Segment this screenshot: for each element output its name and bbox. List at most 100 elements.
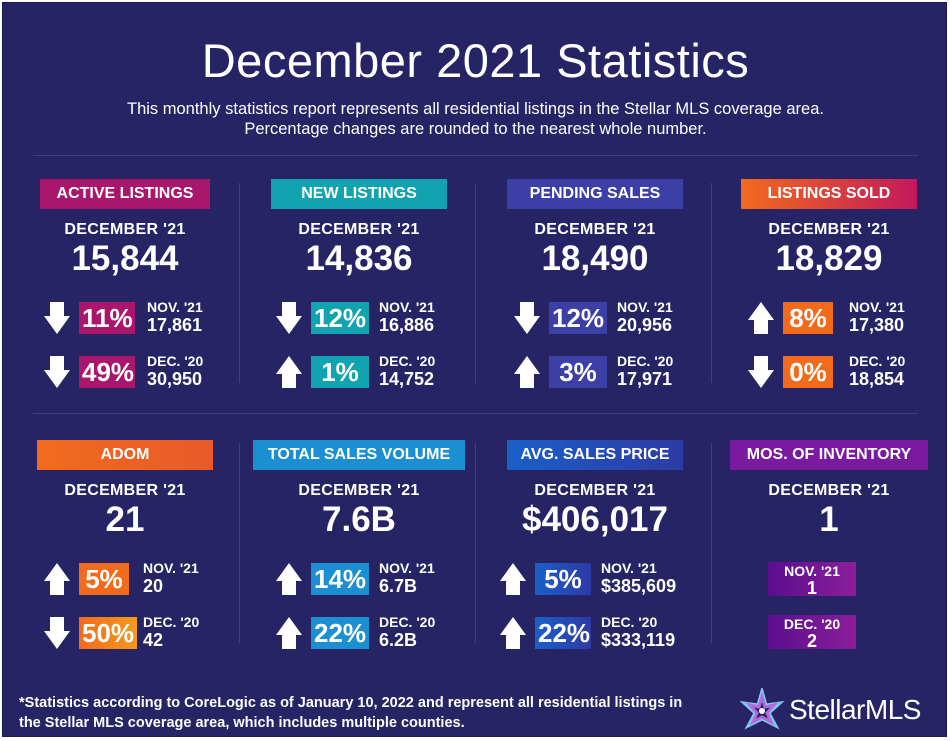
comparison-row: 50% DEC. '20 42	[7, 614, 243, 650]
arrow-up-icon	[44, 563, 70, 595]
comparison-period: DEC. '20	[617, 353, 674, 369]
comparison-row: 12% NOV. '21 16,886	[241, 299, 477, 335]
stat-period: DECEMBER '21	[298, 482, 420, 499]
arrow-down-icon	[514, 302, 540, 334]
stat-value: 21	[105, 500, 145, 539]
comparison-period: DEC. '20	[147, 353, 204, 369]
arrow-down-icon	[748, 356, 774, 388]
arrow-down-icon	[44, 617, 70, 649]
comparison-row: 3% DEC. '20 17,971	[477, 353, 713, 389]
stat-value: $406,017	[522, 500, 668, 539]
change-percent: 5%	[79, 563, 129, 595]
stat-period: DECEMBER '21	[298, 221, 420, 238]
comparison-row: 11% NOV. '21 17,861	[7, 299, 243, 335]
change-percent: 1%	[311, 356, 369, 388]
comparison-row: 5% NOV. '21 20	[7, 560, 243, 596]
comparison-value: 20,956	[617, 315, 673, 335]
comparison-value: 14,752	[379, 369, 435, 389]
subtitle-line: Percentage changes are rounded to the ne…	[244, 120, 707, 138]
stat-value: 7.6B	[322, 500, 396, 539]
stat-label: AVG. SALES PRICE	[507, 440, 683, 470]
change-percent: 12%	[549, 302, 607, 334]
comparison-period: NOV. '21	[601, 560, 657, 576]
stat-period: DECEMBER '21	[64, 482, 186, 499]
comparison-value: 17,380	[849, 315, 905, 335]
change-percent: 22%	[535, 617, 591, 649]
divider	[711, 443, 712, 643]
stat-period: DECEMBER '21	[534, 482, 656, 499]
comparison-box: NOV. '21 1	[768, 562, 856, 598]
divider	[239, 443, 240, 643]
comparison-value: 42	[143, 630, 164, 650]
comparison-value: 1	[806, 578, 817, 598]
comparison-period: NOV. '21	[849, 299, 905, 315]
change-percent: 12%	[311, 302, 369, 334]
arrow-down-icon	[276, 302, 302, 334]
comparison-period: DEC. '20	[143, 614, 200, 630]
comparison-period: DEC. '20	[379, 353, 436, 369]
divider	[239, 183, 240, 383]
change-percent: 11%	[79, 302, 135, 334]
footnote-line: the Stellar MLS coverage area, which inc…	[19, 715, 465, 731]
comparison-period: NOV. '21	[143, 560, 199, 576]
comparison-period: DEC. '20	[783, 616, 841, 632]
comparison-value: 17,861	[147, 315, 203, 335]
divider	[475, 183, 476, 383]
comparison-row: 0% DEC. '20 18,854	[711, 353, 946, 389]
arrow-up-icon	[276, 563, 302, 595]
page-title: December 2021 Statistics	[201, 34, 750, 87]
stat-value: 18,829	[775, 239, 883, 278]
comparison-row: 5% NOV. '21 $385,609	[477, 560, 713, 596]
comparison-row: 14% NOV. '21 6.7B	[241, 560, 477, 596]
stat-label: ADOM	[37, 440, 213, 470]
stat-label: PENDING SALES	[507, 179, 683, 209]
comparison-period: NOV. '21	[784, 563, 840, 579]
change-percent: 0%	[783, 356, 833, 388]
comparison-value: $385,609	[601, 576, 677, 596]
stat-value: 14,836	[305, 239, 413, 278]
arrow-up-icon	[500, 563, 526, 595]
change-percent: 50%	[79, 617, 137, 649]
comparison-period: NOV. '21	[379, 560, 435, 576]
divider	[33, 155, 918, 156]
comparison-value: $333,119	[601, 630, 676, 650]
comparison-row: 8% NOV. '21 17,380	[711, 299, 946, 335]
comparison-period: NOV. '21	[147, 299, 203, 315]
stat-label: ACTIVE LISTINGS	[40, 179, 210, 209]
change-percent: 22%	[311, 617, 369, 649]
comparison-value: 16,886	[379, 315, 435, 335]
page-subtitle: This monthly statistics report represent…	[3, 99, 946, 139]
stat-value: 1	[819, 500, 839, 539]
change-percent: 3%	[549, 356, 607, 388]
stat-period: DECEMBER '21	[64, 221, 186, 238]
stat-period: DECEMBER '21	[534, 221, 656, 238]
comparison-value: 30,950	[147, 369, 203, 389]
stat-value: 15,844	[71, 239, 179, 278]
change-percent: 14%	[311, 563, 369, 595]
divider	[475, 443, 476, 643]
change-percent: 8%	[783, 302, 833, 334]
stellar-mls-logo: StellarMLS	[739, 686, 929, 736]
arrow-up-icon	[514, 356, 540, 388]
comparison-period: NOV. '21	[379, 299, 435, 315]
comparison-value: 17,971	[617, 369, 673, 389]
comparison-period: DEC. '20	[379, 614, 436, 630]
stat-label: TOTAL SALES VOLUME	[253, 440, 465, 470]
arrow-up-icon	[276, 617, 302, 649]
footnote: *Statistics according to CoreLogic as of…	[19, 693, 739, 733]
divider	[33, 413, 918, 414]
comparison-row: 22% DEC. '20 6.2B	[241, 614, 477, 650]
divider	[711, 183, 712, 383]
footnote-line: *Statistics according to CoreLogic as of…	[19, 695, 683, 711]
star-burst-icon	[739, 688, 785, 730]
comparison-period: DEC. '20	[849, 353, 906, 369]
comparison-row: 49% DEC. '20 30,950	[7, 353, 243, 389]
comparison-value: 18,854	[849, 369, 905, 389]
comparison-value: 6.2B	[379, 630, 418, 650]
arrow-up-icon	[276, 356, 302, 388]
stat-period: DECEMBER '21	[768, 221, 890, 238]
comparison-period: DEC. '20	[601, 614, 658, 630]
arrow-down-icon	[44, 356, 70, 388]
comparison-row: 1% DEC. '20 14,752	[241, 353, 477, 389]
comparison-value: 6.7B	[379, 576, 418, 596]
